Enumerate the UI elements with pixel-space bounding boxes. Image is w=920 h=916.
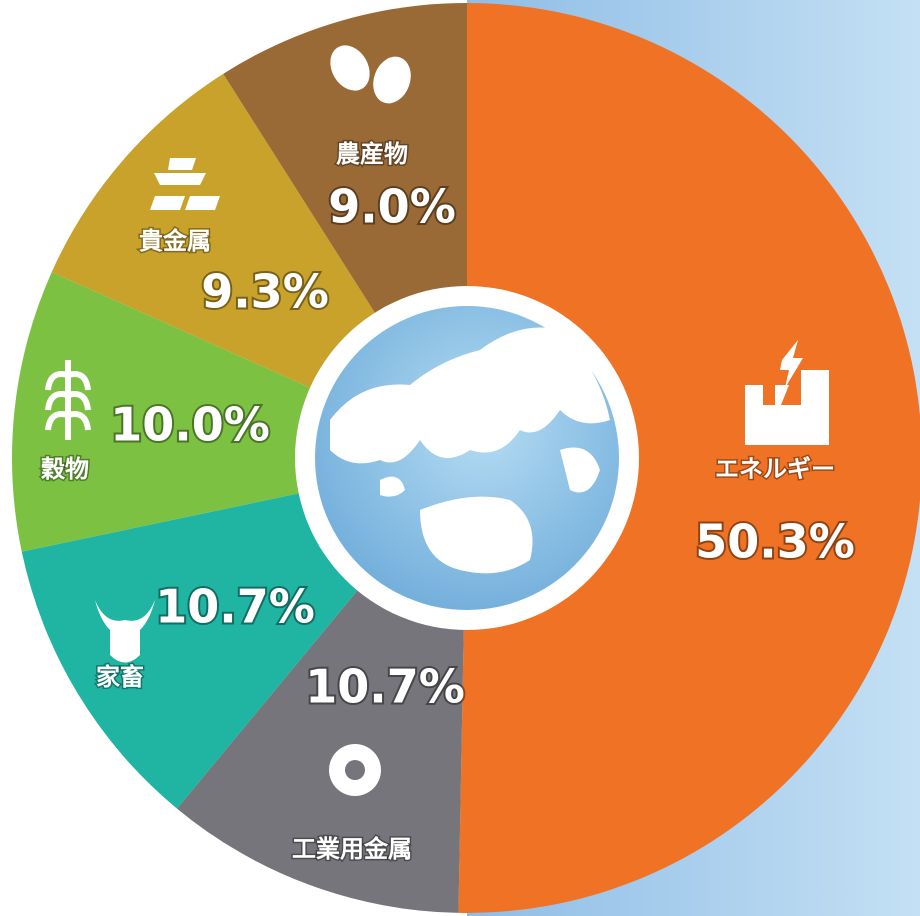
- category-label: 家畜: [96, 663, 144, 691]
- value-label: 10.0%: [110, 398, 270, 452]
- category-label: 工業用金属: [292, 835, 412, 863]
- value-label: 9.3%: [201, 265, 329, 319]
- category-label: 農産物: [336, 140, 408, 168]
- value-label: 10.7%: [155, 580, 315, 634]
- labels: エネルギー 50.3% 工業用金属 10.7% 家畜 10.7% 穀物 10.0% 貴金属 9.3…: [40, 139, 857, 865]
- gear-hole: [345, 760, 365, 780]
- value-label: 10.7%: [305, 660, 465, 714]
- globe: [315, 306, 619, 610]
- slice: [458, 3, 920, 913]
- category-label: 穀物: [41, 455, 89, 483]
- value-label: 9.0%: [328, 180, 456, 234]
- category-label: エネルギー: [715, 455, 835, 483]
- value-label: 50.3%: [695, 515, 855, 569]
- category-label: 貴金属: [139, 227, 211, 255]
